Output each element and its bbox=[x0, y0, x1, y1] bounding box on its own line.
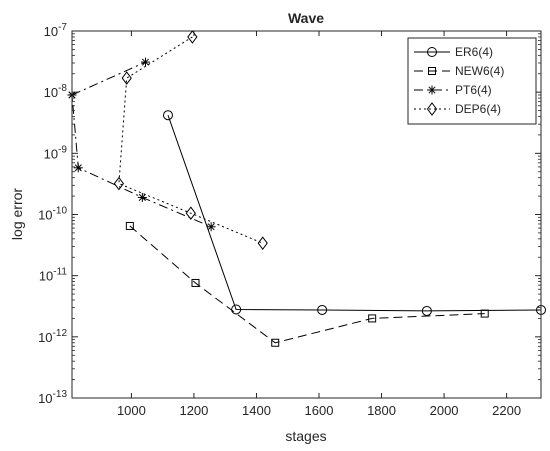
data-point bbox=[480, 309, 489, 318]
y-tick-label: 10-7 bbox=[44, 22, 68, 39]
y-tick-base: 10 bbox=[39, 269, 53, 284]
y-tick-exponent: -13 bbox=[53, 389, 68, 400]
data-point bbox=[317, 304, 328, 315]
legend-label: NEW6(4) bbox=[455, 64, 504, 78]
legend-marker bbox=[427, 85, 437, 95]
series-line bbox=[167, 115, 542, 312]
data-point bbox=[368, 314, 377, 323]
x-tick-label: 1200 bbox=[179, 403, 208, 418]
y-axis-label: log error bbox=[9, 188, 25, 240]
y-tick-exponent: -11 bbox=[53, 267, 67, 278]
y-tick-exponent: -8 bbox=[58, 83, 67, 94]
x-tick-label: 1000 bbox=[117, 403, 146, 418]
series-layer bbox=[67, 30, 546, 347]
y-tick-label: 10-10 bbox=[38, 206, 67, 223]
data-point bbox=[137, 192, 147, 202]
axes-layer: 1000 1200 1400 1600 1800 2000 220010-1310-1210… bbox=[38, 22, 542, 418]
data-point bbox=[140, 57, 150, 67]
data-point bbox=[162, 110, 173, 121]
y-tick-exponent: -9 bbox=[58, 144, 67, 155]
legend-entry: ER6(4) bbox=[414, 45, 493, 59]
data-point bbox=[185, 206, 196, 221]
series-line bbox=[71, 61, 212, 228]
x-tick-label: 1400 bbox=[242, 403, 271, 418]
y-tick-label: 10-8 bbox=[44, 83, 68, 100]
legend-marker bbox=[428, 67, 436, 75]
y-tick-base: 10 bbox=[44, 85, 58, 100]
y-tick-base: 10 bbox=[44, 146, 58, 161]
data-point bbox=[187, 30, 198, 44]
series-NEW6(4) bbox=[125, 221, 489, 347]
x-axis-label: stages bbox=[285, 428, 326, 444]
data-point bbox=[206, 222, 216, 232]
legend-entry: DEP6(4) bbox=[414, 102, 501, 116]
data-point bbox=[421, 305, 432, 316]
data-point bbox=[271, 338, 280, 347]
data-point bbox=[191, 278, 200, 287]
y-tick-base: 10 bbox=[38, 208, 52, 223]
series-line bbox=[118, 36, 263, 244]
y-tick-exponent: -10 bbox=[53, 206, 68, 217]
series-line bbox=[129, 225, 485, 344]
legend-marker bbox=[426, 102, 438, 116]
y-tick-base: 10 bbox=[38, 391, 52, 406]
y-tick-base: 10 bbox=[44, 24, 58, 39]
y-tick-exponent: -7 bbox=[58, 22, 67, 33]
data-point bbox=[73, 163, 83, 173]
legend-entry: NEW6(4) bbox=[414, 64, 504, 78]
legend-entry: PT6(4) bbox=[414, 83, 492, 97]
x-tick-label: 1600 bbox=[305, 403, 334, 418]
legend-label: ER6(4) bbox=[455, 45, 493, 59]
y-tick-label: 10-12 bbox=[38, 328, 67, 345]
y-tick-base: 10 bbox=[38, 330, 52, 345]
data-point bbox=[121, 71, 132, 85]
x-tick-label: 2000 bbox=[430, 403, 459, 418]
data-point bbox=[125, 221, 134, 230]
chart-title: Wave bbox=[288, 10, 324, 26]
x-tick-label: 2200 bbox=[492, 403, 521, 418]
legend-marker bbox=[427, 47, 437, 57]
legend-label: DEP6(4) bbox=[455, 102, 501, 116]
y-tick-label: 10-11 bbox=[39, 267, 68, 284]
series-DEP6(4) bbox=[113, 30, 268, 250]
y-tick-exponent: -12 bbox=[53, 328, 68, 339]
legend: ER6(4) NEW6(4) PT6(4) DEP6(4) bbox=[407, 37, 537, 125]
y-tick-label: 10-13 bbox=[38, 389, 67, 406]
data-point bbox=[231, 304, 242, 315]
data-point bbox=[257, 236, 268, 250]
legend-label: PT6(4) bbox=[455, 83, 492, 97]
data-point bbox=[113, 176, 125, 191]
y-tick-label: 10-9 bbox=[44, 144, 68, 161]
x-tick-label: 1800 bbox=[367, 403, 396, 418]
